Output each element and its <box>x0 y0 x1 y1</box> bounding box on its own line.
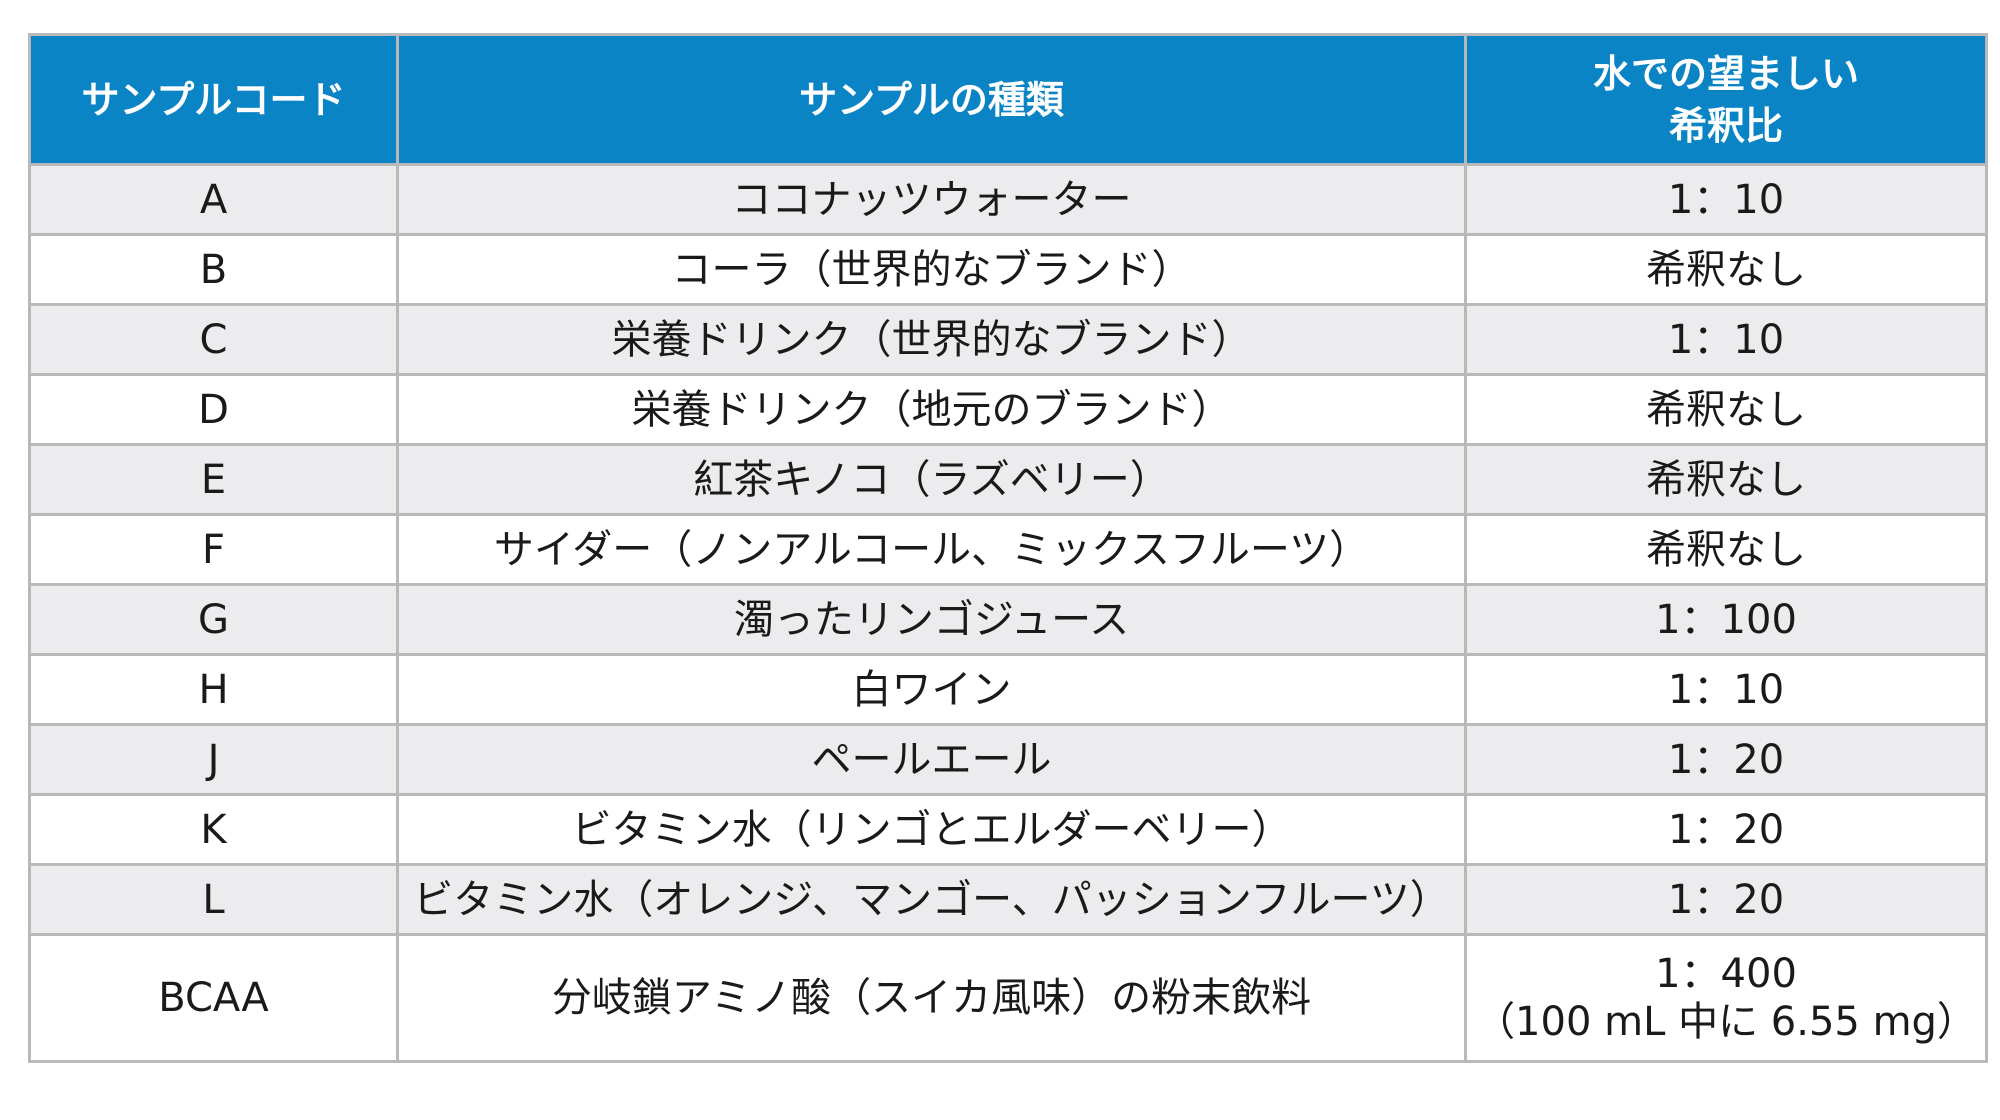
header-sample-code: サンプルコード <box>28 33 399 166</box>
table-row: C 栄養ドリンク（世界的なブランド） 1：10 <box>28 303 1988 376</box>
cell-dilution: 1：20 <box>1464 863 1988 936</box>
cell-code: G <box>28 583 399 656</box>
cell-dilution: 1：10 <box>1464 303 1988 376</box>
cell-dilution: 希釈なし <box>1464 233 1988 306</box>
header-sample-type: サンプルの種類 <box>396 33 1467 166</box>
cell-code: D <box>28 373 399 446</box>
cell-type: 濁ったリンゴジュース <box>396 583 1467 656</box>
cell-code: E <box>28 443 399 516</box>
sample-table-container: サンプルコード サンプルの種類 水での望ましい 希釈比 A ココナッツウォーター… <box>28 33 1988 1063</box>
cell-code: B <box>28 233 399 306</box>
cell-type: コーラ（世界的なブランド） <box>396 233 1467 306</box>
cell-code: L <box>28 863 399 936</box>
cell-type: 栄養ドリンク（地元のブランド） <box>396 373 1467 446</box>
cell-dilution: 1：20 <box>1464 793 1988 866</box>
cell-type: 栄養ドリンク（世界的なブランド） <box>396 303 1467 376</box>
cell-type: 白ワイン <box>396 653 1467 726</box>
table-row: F サイダー（ノンアルコール、ミックスフルーツ） 希釈なし <box>28 513 1988 586</box>
header-dilution-line2: 希釈比 <box>1668 103 1783 148</box>
cell-code: A <box>28 163 399 236</box>
table-row: D 栄養ドリンク（地元のブランド） 希釈なし <box>28 373 1988 446</box>
cell-dilution: 1：100 <box>1464 583 1988 656</box>
table-row: A ココナッツウォーター 1：10 <box>28 163 1988 236</box>
header-dilution-line1: 水での望ましい <box>1592 51 1859 96</box>
cell-code: C <box>28 303 399 376</box>
table-row: L ビタミン水（オレンジ、マンゴー、パッションフルーツ） 1：20 <box>28 863 1988 936</box>
cell-type: ビタミン水（リンゴとエルダーベリー） <box>396 793 1467 866</box>
cell-type: ビタミン水（オレンジ、マンゴー、パッションフルーツ） <box>396 863 1467 936</box>
table-row: G 濁ったリンゴジュース 1：100 <box>28 583 1988 656</box>
sample-table: サンプルコード サンプルの種類 水での望ましい 希釈比 A ココナッツウォーター… <box>28 33 1988 1063</box>
header-row: サンプルコード サンプルの種類 水での望ましい 希釈比 <box>28 33 1988 166</box>
cell-dilution: 希釈なし <box>1464 373 1988 446</box>
table-row: K ビタミン水（リンゴとエルダーベリー） 1：20 <box>28 793 1988 866</box>
cell-dilution-note: （100 mL 中に 6.55 mg） <box>1475 999 1977 1045</box>
cell-type: ペールエール <box>396 723 1467 796</box>
cell-type: サイダー（ノンアルコール、ミックスフルーツ） <box>396 513 1467 586</box>
cell-dilution: 1：10 <box>1464 163 1988 236</box>
cell-code: BCAA <box>28 933 399 1063</box>
header-dilution: 水での望ましい 希釈比 <box>1464 33 1988 166</box>
table-row: J ペールエール 1：20 <box>28 723 1988 796</box>
cell-dilution: 1：20 <box>1464 723 1988 796</box>
cell-dilution: 1：10 <box>1464 653 1988 726</box>
cell-type: 紅茶キノコ（ラズベリー） <box>396 443 1467 516</box>
cell-dilution: 1：400 （100 mL 中に 6.55 mg） <box>1464 933 1988 1063</box>
cell-code: H <box>28 653 399 726</box>
table-body: A ココナッツウォーター 1：10 B コーラ（世界的なブランド） 希釈なし C… <box>28 163 1988 1063</box>
table-header: サンプルコード サンプルの種類 水での望ましい 希釈比 <box>28 33 1988 166</box>
cell-code: F <box>28 513 399 586</box>
cell-dilution: 希釈なし <box>1464 513 1988 586</box>
cell-type: ココナッツウォーター <box>396 163 1467 236</box>
table-row: B コーラ（世界的なブランド） 希釈なし <box>28 233 1988 306</box>
cell-type: 分岐鎖アミノ酸（スイカ風味）の粉末飲料 <box>396 933 1467 1063</box>
table-row: H 白ワイン 1：10 <box>28 653 1988 726</box>
cell-code: J <box>28 723 399 796</box>
table-row: E 紅茶キノコ（ラズベリー） 希釈なし <box>28 443 1988 516</box>
cell-dilution: 希釈なし <box>1464 443 1988 516</box>
cell-code: K <box>28 793 399 866</box>
cell-dilution-ratio: 1：400 <box>1655 951 1797 997</box>
table-row: BCAA 分岐鎖アミノ酸（スイカ風味）の粉末飲料 1：400 （100 mL 中… <box>28 933 1988 1063</box>
